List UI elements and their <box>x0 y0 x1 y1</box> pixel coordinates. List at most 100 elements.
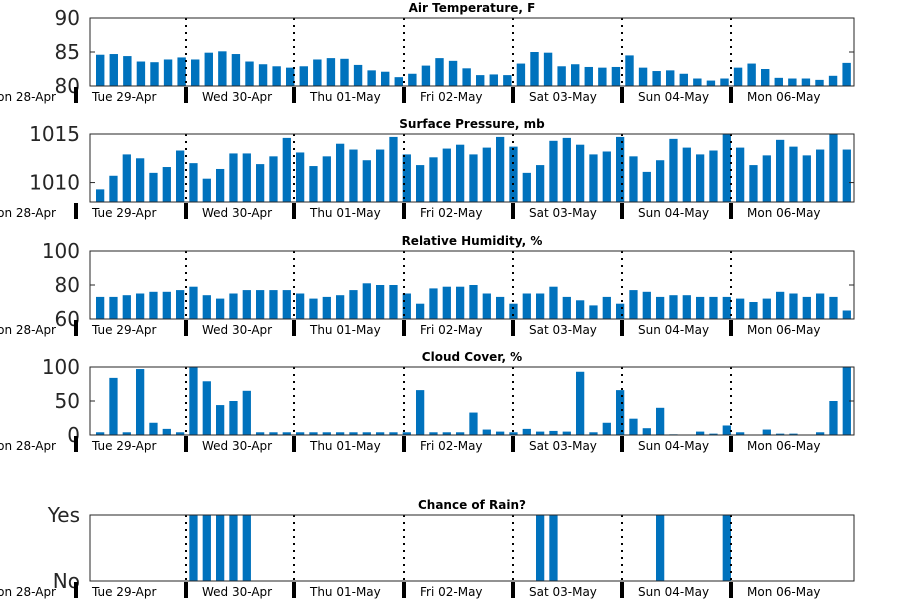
bar-2-2 <box>109 175 118 202</box>
bar-3-18 <box>322 296 331 319</box>
panel-2: 1010 1015 Surface Pressure, mb Mon 28-Apr Tu… <box>0 117 855 220</box>
bar-2-36 <box>562 137 571 202</box>
bar-2-24 <box>402 154 411 202</box>
bar-4-26 <box>429 432 438 435</box>
bar-4-16 <box>296 432 305 435</box>
bar-3-8 <box>189 286 198 319</box>
bar-2-27 <box>442 148 451 202</box>
plot-frame <box>89 133 855 203</box>
bar-3-2 <box>109 296 118 319</box>
bar-3-51 <box>762 298 771 319</box>
bar-2-30 <box>482 147 491 202</box>
bar-5-43 <box>656 515 665 581</box>
bar-3-12 <box>242 290 251 319</box>
bar-4-32 <box>509 432 518 435</box>
bar-4-37 <box>576 371 585 435</box>
bar-2-56 <box>829 134 838 202</box>
xtick-label-edge: Mon 28-Apr <box>0 323 56 337</box>
ytick-label: 1015 <box>29 122 80 146</box>
bar-3-41 <box>629 290 638 319</box>
bar-1-18 <box>326 58 336 86</box>
panel-title: Air Temperature, F <box>409 1 536 15</box>
xtick-label: Sun 04-May <box>638 323 709 337</box>
bar-1-8 <box>191 59 200 86</box>
bar-2-47 <box>709 150 718 202</box>
bar-3-11 <box>229 293 238 319</box>
bar-3-15 <box>282 290 291 319</box>
xtick-label: Mon 06-May <box>747 439 821 453</box>
bar-1-15 <box>286 67 295 86</box>
bar-3-26 <box>429 288 438 319</box>
bar-5-10 <box>216 515 225 581</box>
bar-3-48 <box>722 296 731 319</box>
xtick-label: Fri 02-May <box>420 323 483 337</box>
ytick-label: 0 <box>67 423 80 447</box>
xtick-label-edge: Mon 28-Apr <box>0 206 56 220</box>
bar-3-9 <box>202 295 211 319</box>
bar-2-33 <box>522 172 531 202</box>
bar-4-57 <box>842 367 851 435</box>
bar-1-41 <box>638 67 648 86</box>
bar-2-9 <box>202 178 211 202</box>
bar-3-31 <box>496 296 505 319</box>
bar-1-46 <box>706 80 716 86</box>
bar-2-8 <box>189 163 198 202</box>
xtick-label: Thu 01-May <box>309 323 381 337</box>
bar-4-10 <box>216 405 225 435</box>
bar-4-55 <box>816 432 825 435</box>
bar-2-13 <box>256 164 265 202</box>
xtick-label: Fri 02-May <box>420 439 483 453</box>
bar-3-57 <box>842 310 851 319</box>
xtick-label: Thu 01-May <box>309 90 381 104</box>
xtick-label: Sat 03-May <box>529 439 597 453</box>
bar-3-10 <box>216 298 225 319</box>
bar-4-42 <box>642 428 651 435</box>
bar-5-8 <box>189 515 198 581</box>
xtick-label: Wed 30-Apr <box>202 90 272 104</box>
bar-4-18 <box>322 432 331 435</box>
xtick-label: Sat 03-May <box>529 90 597 104</box>
bar-4-8 <box>189 367 198 435</box>
ytick-label: 1010 <box>29 171 80 195</box>
xtick-label: Wed 30-Apr <box>202 323 272 337</box>
bar-2-35 <box>549 140 558 202</box>
bar-1-6 <box>163 59 173 86</box>
bar-2-5 <box>149 172 158 202</box>
bar-4-38 <box>589 432 598 435</box>
bar-3-25 <box>416 303 425 319</box>
ytick-label: 100 <box>42 355 80 379</box>
bar-4-56 <box>829 401 838 435</box>
xtick-label: Mon 06-May <box>747 585 821 599</box>
xtick-label: Wed 30-Apr <box>202 206 272 220</box>
ytick-label: 90 <box>55 6 80 30</box>
bar-4-4 <box>136 369 145 435</box>
bar-2-16 <box>296 152 305 202</box>
bar-1-21 <box>367 70 376 86</box>
bar-3-27 <box>442 286 451 319</box>
bar-3-32 <box>509 303 518 319</box>
bar-2-26 <box>429 157 438 202</box>
bar-4-29 <box>469 412 478 435</box>
bar-3-40 <box>616 303 625 319</box>
bar-3-6 <box>162 291 171 319</box>
bar-1-53 <box>801 78 811 86</box>
xtick-label: Sun 04-May <box>638 439 709 453</box>
bar-4-33 <box>522 428 531 435</box>
bar-3-5 <box>149 291 158 319</box>
bar-3-53 <box>789 293 798 319</box>
bar-3-36 <box>562 296 571 319</box>
ytick-label: Yes <box>47 503 80 527</box>
bar-3-17 <box>309 298 318 319</box>
bar-2-12 <box>242 153 251 202</box>
bar-4-19 <box>336 432 345 435</box>
bar-4-27 <box>442 432 451 435</box>
xtick-label: Tue 29-Apr <box>91 439 156 453</box>
bar-1-13 <box>258 64 268 86</box>
bar-3-20 <box>349 290 358 319</box>
bar-2-41 <box>629 156 638 202</box>
bar-4-3 <box>122 432 131 435</box>
